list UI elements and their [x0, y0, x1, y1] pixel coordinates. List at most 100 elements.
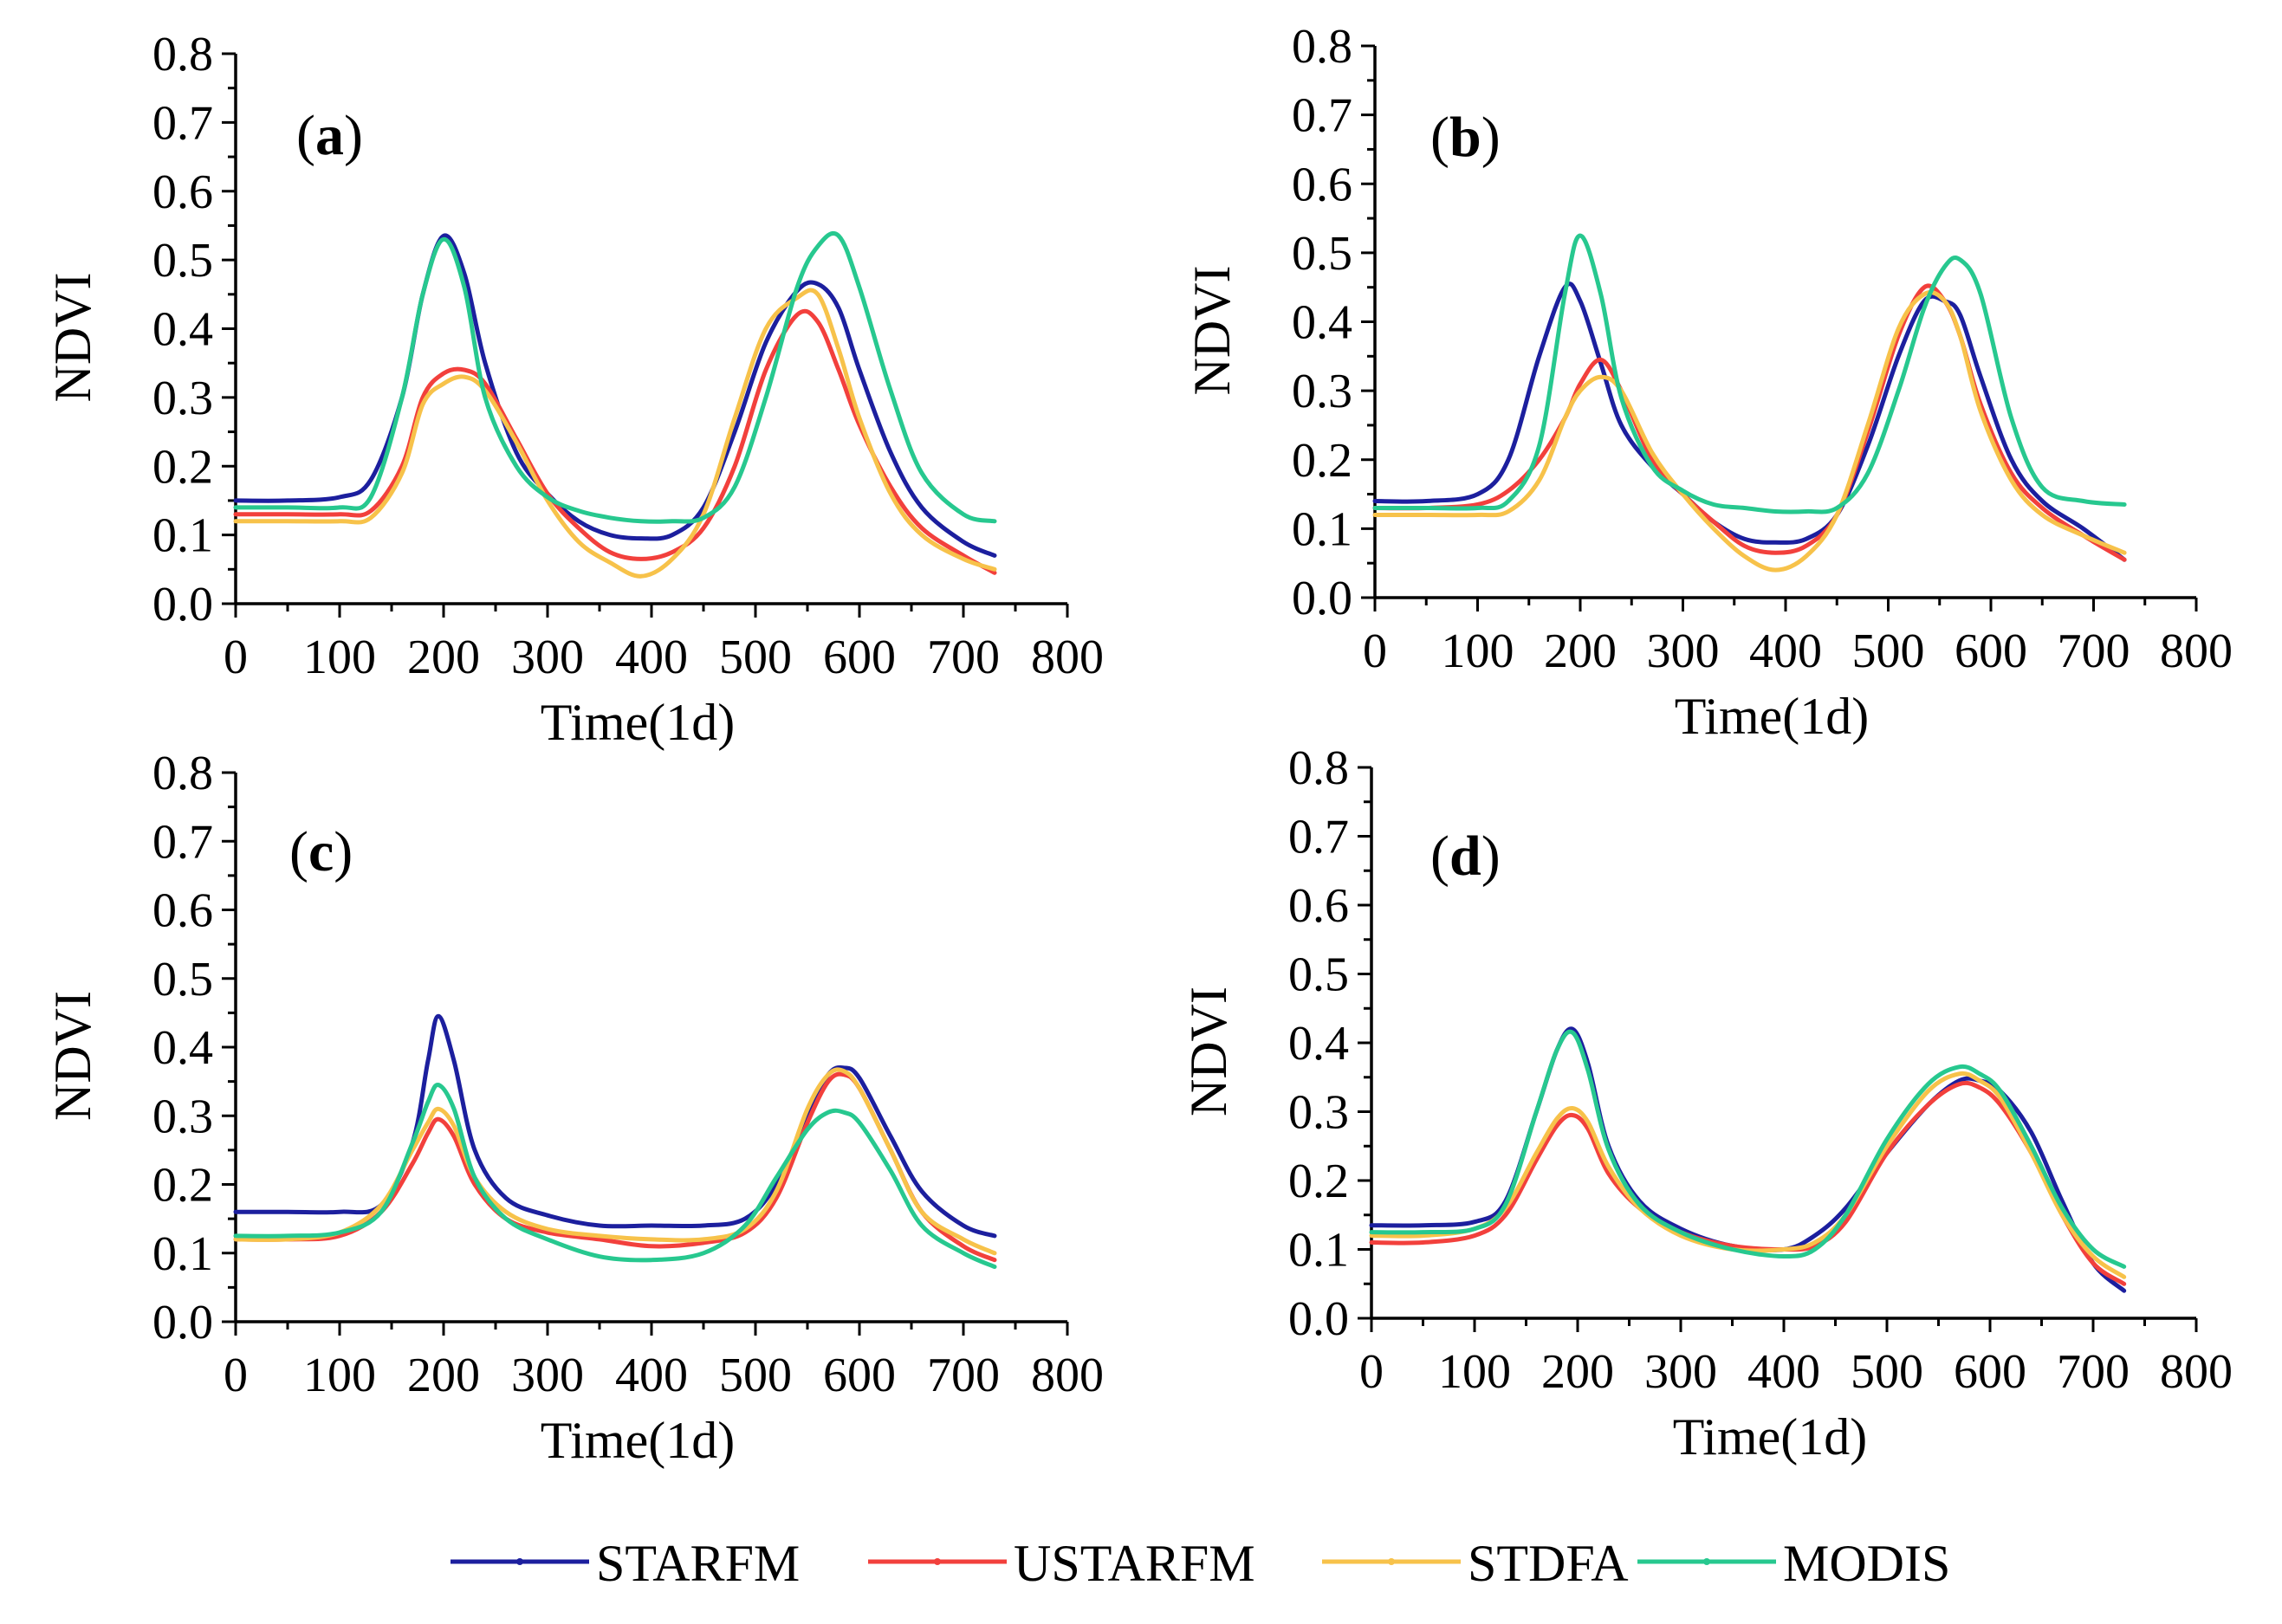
x-tick-label: 800: [2160, 624, 2233, 678]
x-tick-label: 100: [303, 1349, 376, 1402]
series-line-stdfa: [233, 288, 997, 579]
y-tick-label: 0.4: [152, 303, 213, 357]
y-tick-label: 0.0: [1288, 1292, 1349, 1346]
x-tick-label: 200: [1541, 1345, 1614, 1399]
series-line-ustarfm: [233, 308, 997, 575]
y-tick-label: 0.3: [1288, 1086, 1349, 1140]
chart-panel-b: 0.0 0.1 0.2 0.3 0.4 0.5 0.6 0.7 0.8 0 100 200 300 400…: [1183, 20, 2233, 745]
x-tick-label: 300: [511, 1349, 584, 1402]
x-tick-label: 500: [719, 631, 792, 684]
panel-label: (a): [296, 104, 363, 167]
x-tick-label: 200: [1544, 624, 1617, 678]
y-tick-label: 0.1: [1292, 502, 1352, 556]
y-tick-label: 0.6: [1288, 879, 1349, 933]
x-tick-label: 0: [224, 631, 248, 684]
y-axis-title: NDVI: [44, 273, 101, 403]
series-line-modis: [1372, 233, 2127, 514]
y-tick-label: 0.4: [152, 1021, 213, 1075]
legend-marker: [1388, 1558, 1395, 1565]
x-tick-label: 400: [1747, 1345, 1820, 1399]
x-tick-label: 600: [823, 1349, 896, 1402]
panel-label: (d): [1430, 825, 1501, 888]
legend-label: USTARFM: [1014, 1535, 1255, 1592]
chart-panel-a: 0.0 0.1 0.2 0.3 0.4 0.5 0.6 0.7 0.8 0 100 200 300 400…: [44, 28, 1104, 751]
legend-marker: [516, 1558, 523, 1565]
y-tick-label: 0.2: [152, 1159, 213, 1213]
y-tick-label: 0.1: [1288, 1224, 1349, 1278]
y-axis-title: NDVI: [44, 991, 101, 1121]
x-tick-label: 300: [1644, 1345, 1717, 1399]
x-tick-label: 800: [1031, 1349, 1104, 1402]
y-tick-label: 0.5: [152, 953, 213, 1006]
x-tick-label: 100: [1442, 624, 1514, 678]
x-axis-title: Time(1d): [1675, 688, 1869, 745]
legend-item-modis: MODIS: [1637, 1535, 1950, 1592]
legend-label: MODIS: [1783, 1535, 1950, 1592]
panel-label: (c): [289, 820, 353, 883]
legend-marker: [1703, 1558, 1710, 1565]
legend-item-stdfa: STDFA: [1322, 1535, 1629, 1592]
series-line-stdfa: [233, 1067, 997, 1256]
series-line-modis: [233, 1083, 997, 1270]
legend-label: STARFM: [596, 1535, 800, 1592]
x-tick-label: 700: [2057, 1345, 2130, 1399]
y-tick-label: 0.6: [152, 165, 213, 219]
x-axis-title: Time(1d): [541, 1412, 735, 1469]
series-line-starfm: [1372, 281, 2127, 562]
y-tick-label: 0.7: [152, 815, 213, 869]
x-tick-label: 600: [1955, 624, 2027, 678]
y-tick-label: 0.7: [1292, 89, 1352, 143]
x-tick-label: 400: [615, 1349, 688, 1402]
y-tick-label: 0.4: [1292, 296, 1352, 350]
x-tick-label: 800: [2160, 1345, 2233, 1399]
x-axis-title: Time(1d): [1673, 1408, 1867, 1465]
panel-label: (b): [1430, 106, 1501, 169]
y-tick-label: 0.4: [1288, 1017, 1349, 1071]
series-line-stdfa: [1372, 290, 2127, 573]
x-tick-label: 400: [615, 631, 688, 684]
y-axis-title: NDVI: [1180, 987, 1237, 1116]
y-tick-label: 0.7: [152, 96, 213, 150]
y-tick-label: 0.5: [1292, 227, 1352, 281]
x-tick-label: 300: [1647, 624, 1720, 678]
x-tick-label: 700: [927, 631, 1000, 684]
x-tick-label: 700: [927, 1349, 1000, 1402]
x-tick-label: 700: [2058, 624, 2130, 678]
y-tick-label: 0.5: [152, 234, 213, 288]
y-tick-label: 0.2: [1292, 434, 1352, 488]
y-tick-label: 0.5: [1288, 948, 1349, 1002]
x-tick-label: 0: [1359, 1345, 1384, 1399]
x-tick-label: 400: [1749, 624, 1822, 678]
legend-item-starfm: STARFM: [451, 1535, 800, 1592]
y-tick-label: 0.1: [152, 1227, 213, 1281]
chart-panel-d: 0.0 0.1 0.2 0.3 0.4 0.5 0.6 0.7 0.8 0 100 200 300 400…: [1180, 741, 2233, 1465]
x-tick-label: 100: [1438, 1345, 1511, 1399]
y-axis-title: NDVI: [1183, 266, 1241, 396]
y-tick-label: 0.8: [1288, 741, 1349, 795]
y-tick-label: 0.6: [1292, 158, 1352, 211]
legend-item-ustarfm: USTARFM: [868, 1535, 1255, 1592]
y-tick-label: 0.1: [152, 509, 213, 563]
y-tick-label: 0.3: [152, 372, 213, 425]
legend-label: STDFA: [1468, 1535, 1629, 1592]
x-tick-label: 100: [303, 631, 376, 684]
x-tick-label: 0: [1363, 624, 1387, 678]
y-tick-label: 0.6: [152, 884, 213, 938]
y-tick-label: 0.0: [152, 578, 213, 631]
y-tick-label: 0.8: [1292, 20, 1352, 74]
x-tick-label: 600: [823, 631, 896, 684]
y-tick-label: 0.2: [152, 440, 213, 494]
y-tick-label: 0.3: [152, 1090, 213, 1143]
chart-panel-c: 0.0 0.1 0.2 0.3 0.4 0.5 0.6 0.7 0.8 0 100 200 300 400…: [44, 747, 1104, 1469]
x-tick-label: 600: [1954, 1345, 2026, 1399]
y-tick-label: 0.7: [1288, 811, 1349, 864]
y-tick-label: 0.0: [1292, 572, 1352, 625]
series-line-modis: [1369, 1029, 2127, 1269]
x-tick-label: 500: [1851, 1345, 1923, 1399]
x-tick-label: 0: [224, 1349, 248, 1402]
x-axis-title: Time(1d): [541, 694, 735, 751]
panels: 0.0 0.1 0.2 0.3 0.4 0.5 0.6 0.7 0.8 0 100 200 300 400…: [44, 20, 2233, 1469]
y-tick-label: 0.0: [152, 1296, 213, 1349]
legend: STARFM USTARFM STDFA MODIS: [451, 1535, 1950, 1592]
